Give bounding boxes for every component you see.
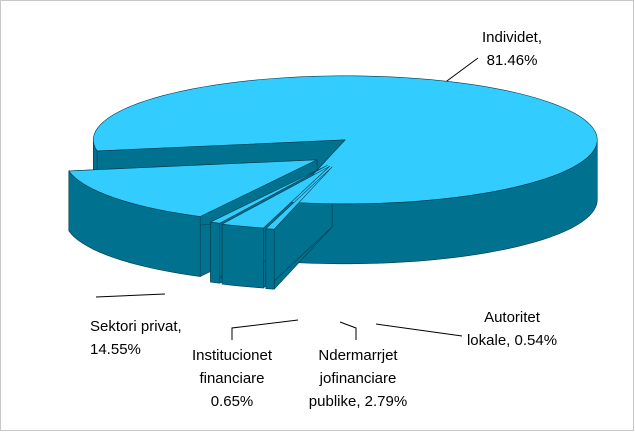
leader-line	[231, 319, 299, 340]
data-label: 0.65%	[211, 393, 254, 410]
data-label: Institucionet	[192, 347, 273, 364]
slice-top	[68, 159, 318, 217]
data-label: financiare	[199, 370, 264, 387]
data-label: Individet,	[482, 29, 542, 46]
data-label: lokale, 0.54%	[467, 332, 557, 349]
labels: Individet, 81.46% Autoritet lokale, 0.54% Nd…	[90, 29, 557, 410]
data-label: Ndermarrjet	[318, 347, 398, 364]
data-label: jofinanciare	[319, 370, 397, 387]
slice-side	[221, 223, 264, 289]
slice-side	[210, 221, 221, 284]
slice-top	[210, 165, 328, 224]
data-label: 14.55%	[90, 341, 141, 358]
slice-top	[93, 75, 598, 205]
data-label: Autoritet	[484, 309, 541, 326]
slice-top	[265, 166, 333, 230]
data-label: publike, 2.79%	[309, 393, 407, 410]
leader-line	[95, 293, 166, 298]
data-label: 81.46%	[487, 52, 538, 69]
slice-side	[265, 228, 275, 290]
data-label: Sektori privat,	[90, 318, 182, 335]
leader-line	[375, 323, 463, 337]
slice-top	[221, 165, 330, 229]
pie	[68, 75, 598, 290]
leader-line	[339, 321, 357, 340]
